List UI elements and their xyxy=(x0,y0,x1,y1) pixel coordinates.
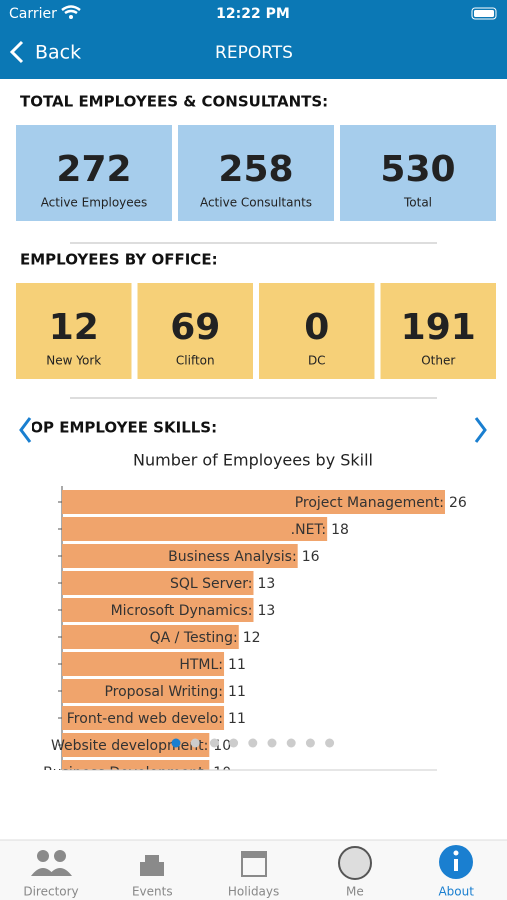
bar xyxy=(62,760,210,770)
bar-value: 26 xyxy=(449,495,467,511)
stat-value: 69 xyxy=(170,307,220,348)
directory-icon xyxy=(37,850,49,862)
bar xyxy=(62,625,239,649)
stat-value: 0 xyxy=(304,307,329,348)
section-title: TOP EMPLOYEE SKILLS: xyxy=(20,419,217,437)
bar-value: 16 xyxy=(302,549,320,565)
bar-category: Proposal Writing: xyxy=(104,684,223,700)
wifi-dot xyxy=(69,15,73,19)
events-icon xyxy=(145,855,159,862)
chart: Project Management: 26 .NET: 18 Business Ana… xyxy=(43,486,467,781)
next-chevron[interactable] xyxy=(474,417,487,443)
stat-tile xyxy=(340,125,496,221)
page-dots xyxy=(171,738,335,748)
carrier: Carrier xyxy=(9,6,57,22)
tab-label[interactable]: Directory xyxy=(23,885,78,899)
stat-value: 272 xyxy=(56,149,131,190)
bar xyxy=(62,679,225,703)
me-icon xyxy=(338,846,372,880)
bar-category: Business Development: xyxy=(43,765,208,781)
bar-value: 13 xyxy=(258,576,276,592)
stat-tile xyxy=(137,283,253,379)
bar-value: 11 xyxy=(228,657,246,673)
bar xyxy=(62,652,225,676)
bar-value: 12 xyxy=(243,630,261,646)
stat-value: 191 xyxy=(401,307,476,348)
directory-icon xyxy=(54,850,66,862)
stat-tile xyxy=(16,283,132,379)
section-title: TOTAL EMPLOYEES & CONSULTANTS: xyxy=(20,93,328,111)
stat-tile xyxy=(16,125,172,221)
bar-category: HTML: xyxy=(179,657,223,673)
page-dot[interactable] xyxy=(171,738,181,748)
directory-icon xyxy=(31,868,72,876)
bar xyxy=(62,706,225,730)
page-dot[interactable] xyxy=(305,738,315,748)
page-dot[interactable] xyxy=(190,738,200,748)
tab-label[interactable]: Holidays xyxy=(228,885,279,899)
bar-value: 11 xyxy=(228,711,246,727)
nav-background xyxy=(0,0,507,79)
page-dot[interactable] xyxy=(248,738,258,748)
tab-label[interactable]: Me xyxy=(346,885,364,899)
bar-category: Microsoft Dynamics: xyxy=(111,603,253,619)
time: 12:22 PM xyxy=(216,6,290,22)
tab-label[interactable]: About xyxy=(438,885,474,899)
holidays-icon xyxy=(242,852,266,858)
section-title: EMPLOYEES BY OFFICE: xyxy=(20,251,218,269)
chart-title: Number of Employees by Skill xyxy=(133,451,373,470)
tab-label[interactable]: Events xyxy=(132,885,173,899)
bar-category: Project Management: xyxy=(295,495,444,511)
bar xyxy=(62,571,254,595)
bar-category: Business Analysis: xyxy=(168,549,297,565)
prev-chevron[interactable] xyxy=(19,417,32,443)
battery-level xyxy=(474,10,494,17)
stat-label: Clifton xyxy=(176,354,215,368)
bar-category: Website development: xyxy=(51,738,208,754)
tab-bar xyxy=(0,840,507,900)
page-dot[interactable] xyxy=(267,738,277,748)
about-icon xyxy=(454,859,458,871)
nav-title: REPORTS xyxy=(215,43,293,63)
back-button[interactable]: Back xyxy=(35,42,81,64)
stat-label: DC xyxy=(308,354,326,368)
tab-icons xyxy=(31,846,372,880)
stat-label: Active Employees xyxy=(41,196,148,210)
stat-value: 258 xyxy=(218,149,293,190)
bar-category: .NET: xyxy=(291,522,327,538)
bar-value: 18 xyxy=(331,522,349,538)
stat-tile xyxy=(380,283,496,379)
stat-value: 12 xyxy=(49,307,99,348)
page-dot[interactable] xyxy=(286,738,296,748)
battery xyxy=(471,7,497,20)
bar-value: 13 xyxy=(258,603,276,619)
page-dot[interactable] xyxy=(229,738,239,748)
bar xyxy=(62,733,210,757)
stat-label: Other xyxy=(421,354,455,368)
bar-category: SQL Server: xyxy=(170,576,253,592)
back-chevron[interactable] xyxy=(9,40,24,64)
page-dot[interactable] xyxy=(209,738,219,748)
stat-label: New York xyxy=(46,354,101,368)
about-icon xyxy=(453,850,459,856)
bar xyxy=(62,544,298,568)
bar-category: Front-end web develo: xyxy=(67,711,223,727)
wifi-icon xyxy=(61,5,81,15)
stat-label: Active Consultants xyxy=(200,196,312,210)
bar-value: 10 xyxy=(213,765,231,781)
bar xyxy=(62,490,445,514)
stat-value: 530 xyxy=(380,149,455,190)
bar-value: 11 xyxy=(228,684,246,700)
stat-tile xyxy=(178,125,334,221)
stat-label: Total xyxy=(403,196,432,210)
page-dot[interactable] xyxy=(325,738,335,748)
stat-tile xyxy=(259,283,375,379)
bar xyxy=(62,517,328,541)
bar-category: QA / Testing: xyxy=(150,630,238,646)
bar xyxy=(62,598,254,622)
events-icon xyxy=(140,862,164,876)
